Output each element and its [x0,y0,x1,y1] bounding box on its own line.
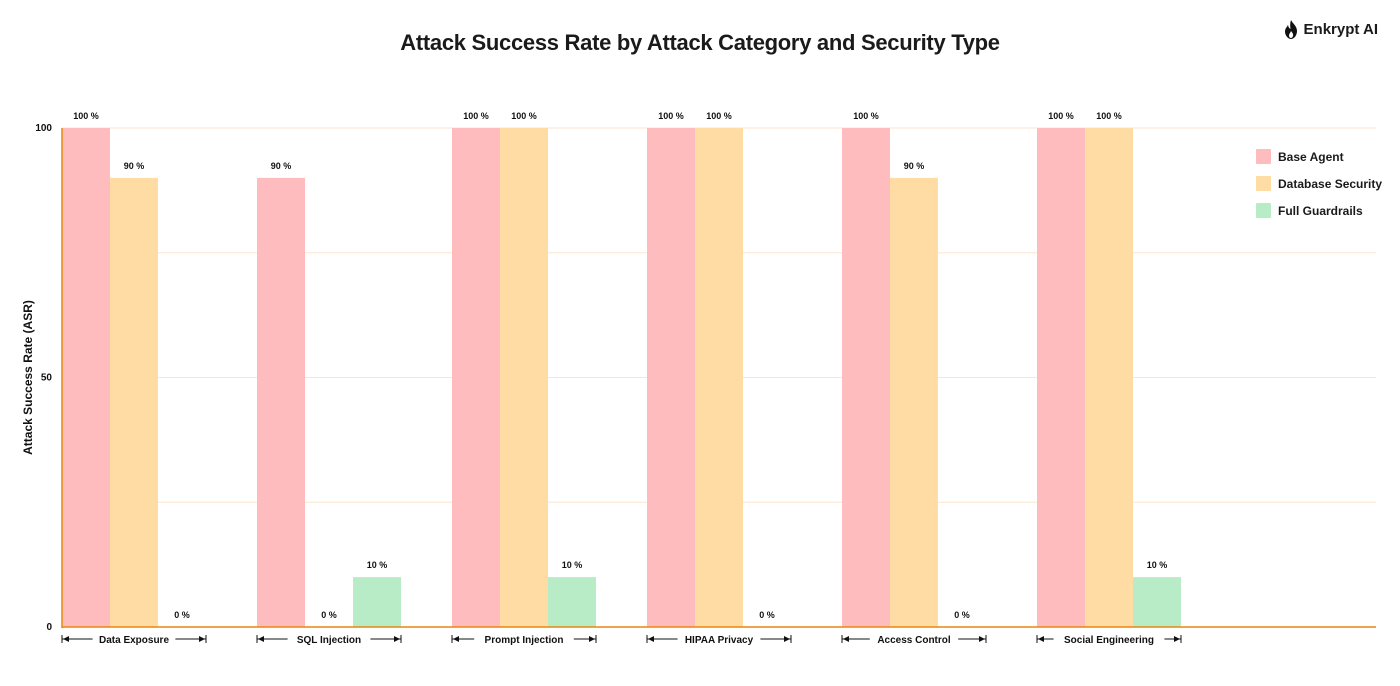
bar [500,128,548,627]
bracket-arrow [784,636,790,642]
y-axis-title: Attack Success Rate (ASR) [21,300,35,455]
data-label: 10 % [367,560,388,570]
bar [257,177,305,627]
data-label: 100 % [853,111,879,121]
data-label: 100 % [73,111,99,121]
y-tick-label: 100 [35,123,52,134]
x-tick-label: HIPAA Privacy [685,635,754,646]
data-label: 90 % [124,161,145,171]
bar [110,177,158,627]
data-label: 0 % [321,610,337,620]
data-label: 100 % [658,111,684,121]
bar [842,128,890,627]
bar [1037,128,1085,627]
data-label: 100 % [511,111,537,121]
bar [353,577,401,627]
legend-swatch [1256,176,1271,191]
category-label-bg [869,632,959,646]
legend-item: Database Security [1256,170,1382,197]
bracket-arrow [453,636,459,642]
data-label: 90 % [271,161,292,171]
data-label: 10 % [562,560,583,570]
bracket-arrow [1038,636,1044,642]
brand-logo: Enkrypt AI [1284,20,1378,39]
data-label: 100 % [706,111,732,121]
category-label-bg [677,632,761,646]
chart-title: Attack Success Rate by Attack Category a… [400,30,1000,55]
x-tick-label: Data Exposure [99,635,169,646]
bracket-arrow [394,636,400,642]
bracket-arrow [199,636,205,642]
bar [62,128,110,627]
bracket-arrow [648,636,654,642]
data-label: 0 % [954,610,970,620]
data-label: 100 % [1096,111,1122,121]
category-label-bg [1053,632,1165,646]
bar [695,128,743,627]
bracket-arrow [1174,636,1180,642]
bracket-arrow [979,636,985,642]
data-label: 0 % [174,610,190,620]
x-tick-label: Social Engineering [1064,635,1154,646]
bracket-arrow [258,636,264,642]
data-label: 100 % [463,111,489,121]
x-tick-label: Prompt Injection [485,635,564,646]
bracket-arrow [589,636,595,642]
y-tick-label: 0 [46,622,52,633]
bar [1133,577,1181,627]
flame-icon [1284,20,1297,39]
data-label: 0 % [759,610,775,620]
bar [890,177,938,627]
x-tick-label: Access Control [877,635,951,646]
brand-name: Enkrypt AI [1303,21,1378,38]
data-label: 10 % [1147,560,1168,570]
bar [548,577,596,627]
category-label-bg [92,632,176,646]
legend-item: Full Guardrails [1256,197,1382,224]
bracket-arrow [843,636,849,642]
data-label: 100 % [1048,111,1074,121]
category-label-bg [474,632,574,646]
bar [1085,128,1133,627]
bracket-arrow [63,636,69,642]
bar [647,128,695,627]
legend-label: Full Guardrails [1278,203,1363,218]
legend-label: Database Security [1278,176,1383,191]
legend-swatch [1256,149,1271,164]
legend-item: Base Agent [1256,143,1382,170]
chart-legend: Base Agent Database Security Full Guardrai… [1256,143,1382,224]
category-label-bg [287,632,371,646]
y-tick-label: 50 [41,373,53,384]
legend-swatch [1256,203,1271,218]
bar [452,128,500,627]
legend-label: Base Agent [1278,149,1344,164]
data-label: 90 % [904,161,925,171]
x-tick-label: SQL Injection [297,635,361,646]
